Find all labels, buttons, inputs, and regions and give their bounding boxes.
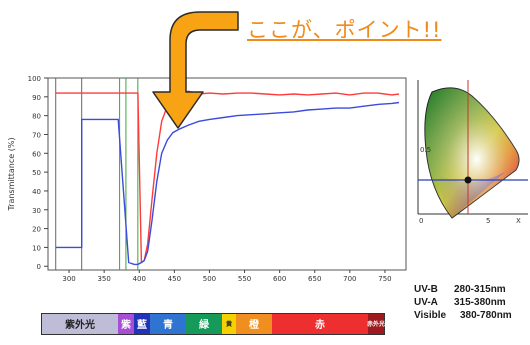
band-swatch xyxy=(186,314,222,334)
band-label: 赤 xyxy=(315,318,325,331)
y-axis-label: Transmittance (%) xyxy=(7,137,16,211)
legend-row-visible: Visible 380-780nm xyxy=(414,309,512,322)
band-label: 黄 xyxy=(226,320,232,328)
cie-chromaticity-diagram: 0 5 X 0.5 xyxy=(417,80,528,225)
band-label: 赤外光 xyxy=(367,320,385,328)
x-tick-label: 700 xyxy=(343,275,356,283)
band-swatch xyxy=(118,314,134,334)
cie-x-tick-label: X xyxy=(516,217,521,225)
band-label: 緑 xyxy=(199,318,210,331)
callout-text: ここが、ポイント!! xyxy=(247,18,442,42)
y-tick-label: 50 xyxy=(32,169,41,177)
x-tick-label: 550 xyxy=(238,275,251,283)
cie-x-tick-label: 0 xyxy=(419,217,423,225)
y-tick-label: 80 xyxy=(32,113,41,121)
legend-range-visible: 380-780nm xyxy=(460,310,512,321)
band-label: 青 xyxy=(163,318,173,331)
y-tick-label: 90 xyxy=(32,94,41,102)
legend-name-uvb: UV-B xyxy=(414,284,438,295)
y-tick-label: 0 xyxy=(37,263,41,271)
legend-name-visible: Visible xyxy=(414,310,447,321)
y-tick-label: 40 xyxy=(32,188,41,196)
cie-x-tick-label: 5 xyxy=(486,217,490,225)
y-tick-label: 100 xyxy=(28,75,41,83)
wavelength-legend: UV-B 280-315nm UV-A 315-380nm Visible 38… xyxy=(414,283,512,322)
x-tick-label: 450 xyxy=(168,275,181,283)
x-tick-label: 350 xyxy=(97,275,110,283)
y-tick-label: 10 xyxy=(32,244,41,252)
plot-area xyxy=(47,77,407,271)
legend-name-uva: UV-A xyxy=(414,297,438,308)
band-swatch xyxy=(150,314,186,334)
y-tick-label: 20 xyxy=(32,226,41,234)
legend-row-uvb: UV-B 280-315nm xyxy=(414,283,512,296)
legend-range-uva: 315-380nm xyxy=(454,297,506,308)
x-tick-label: 750 xyxy=(378,275,391,283)
band-swatch xyxy=(134,314,150,334)
x-tick-label: 650 xyxy=(308,275,321,283)
y-tick-label: 70 xyxy=(32,131,41,139)
x-tick-label: 500 xyxy=(203,275,216,283)
y-tick-label: 60 xyxy=(32,150,41,158)
x-tick-label: 400 xyxy=(133,275,146,283)
y-tick-label: 30 xyxy=(32,207,41,215)
band-swatch xyxy=(222,314,236,334)
band-swatch xyxy=(42,314,118,334)
x-tick-label: 600 xyxy=(273,275,286,283)
cie-whitepoint-glow xyxy=(424,87,519,218)
band-label: 紫外光 xyxy=(65,318,95,331)
band-label: 藍 xyxy=(137,318,147,331)
callout-arrow xyxy=(152,11,239,129)
x-tick-label: 300 xyxy=(62,275,75,283)
legend-range-uvb: 280-315nm xyxy=(454,284,506,295)
series-line-2 xyxy=(55,101,400,266)
cie-point xyxy=(464,176,472,184)
band-swatch xyxy=(236,314,272,334)
band-swatch xyxy=(368,314,384,334)
spectrum-band-strip: 紫外光 紫藍 青 緑 黄 橙 赤 赤外光 xyxy=(41,313,385,335)
legend-row-uva: UV-A 315-380nm xyxy=(414,296,512,309)
band-swatch xyxy=(272,314,368,334)
band-label: 橙 xyxy=(249,318,260,331)
band-label: 紫 xyxy=(121,318,131,331)
cie-y-tick-label: 0.5 xyxy=(420,146,431,154)
